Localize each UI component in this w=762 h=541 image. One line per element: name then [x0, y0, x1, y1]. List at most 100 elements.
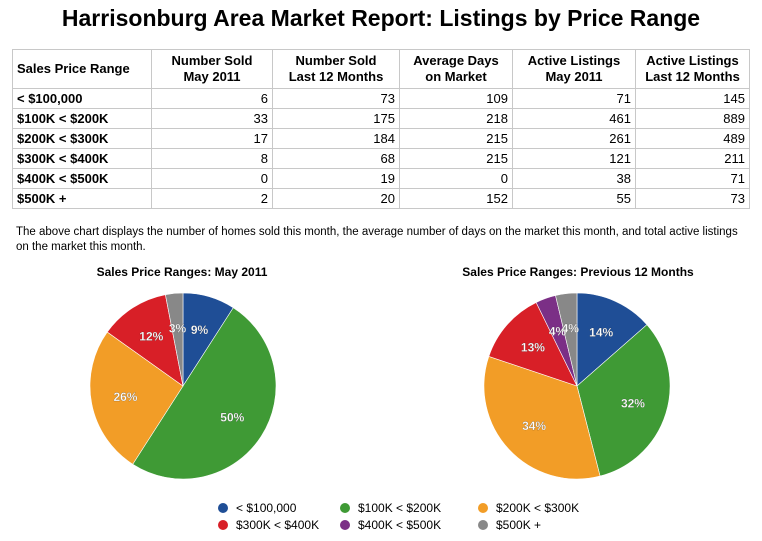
- header-sales-price-range: Sales Price Range: [12, 49, 152, 89]
- legend-label: $500K +: [496, 518, 542, 532]
- header-line: Last 12 Months: [645, 69, 740, 84]
- legend-swatch-icon: [218, 503, 228, 513]
- pie-title-12-months: Sales Price Ranges: Previous 12 Months: [462, 265, 694, 279]
- legend-swatch-icon: [340, 503, 350, 513]
- table-cell: $300K < $400K: [12, 148, 152, 169]
- table-cell: 218: [399, 108, 513, 129]
- legend-item: $100K < $200K: [340, 500, 478, 516]
- table-cell: $200K < $300K: [12, 128, 152, 149]
- pie-slice-300k-400k: [488, 302, 578, 387]
- table-cell: 33: [151, 108, 273, 129]
- header-active-listings-may: Active Listings May 2011: [512, 49, 636, 89]
- pie-label-500k: 4%: [562, 322, 580, 336]
- table-cell: 6: [151, 88, 273, 109]
- table-row: $200K < $300K 17 184 215 261 489: [12, 128, 750, 149]
- table-cell: $500K +: [12, 188, 152, 209]
- header-number-sold-may: Number Sold May 2011: [151, 49, 273, 89]
- pie-label-300k-400k: 13%: [521, 340, 545, 354]
- pie-label-300k-400k: 12%: [139, 330, 163, 344]
- table-cell: 175: [272, 108, 400, 129]
- pie-chart-12-months: 14% 32% 34% 13% 4%4%: [483, 292, 671, 480]
- listings-table: Sales Price Range Number Sold May 2011 Nu…: [12, 49, 750, 209]
- table-cell: 19: [272, 168, 400, 189]
- table-cell: 261: [512, 128, 636, 149]
- legend-item: $400K < $500K: [340, 517, 478, 533]
- pie-slice-200k-300k: [483, 356, 601, 480]
- table-cell: 121: [512, 148, 636, 169]
- table-row: $100K < $200K 33 175 218 461 889: [12, 108, 750, 129]
- table-cell: $400K < $500K: [12, 168, 152, 189]
- pie-title-may-2011: Sales Price Ranges: May 2011: [96, 265, 268, 279]
- table-cell: 889: [635, 108, 750, 129]
- table-row: $500K + 2 20 152 55 73: [12, 188, 750, 209]
- table-cell: 73: [272, 88, 400, 109]
- table-cell: 73: [635, 188, 750, 209]
- table-cell: 145: [635, 88, 750, 109]
- table-cell: 489: [635, 128, 750, 149]
- pie-label-100-000: 14%: [589, 326, 613, 340]
- table-cell: 184: [272, 128, 400, 149]
- pie-slice-100-000: [576, 292, 648, 387]
- legend-label: $300K < $400K: [236, 518, 320, 532]
- header-average-days: Average Days on Market: [399, 49, 513, 89]
- table-cell: 215: [399, 148, 513, 169]
- table-cell: 20: [272, 188, 400, 209]
- pie-slice-200k-300k: [89, 331, 184, 465]
- table-cell: 2: [151, 188, 273, 209]
- table-cell: 211: [635, 148, 750, 169]
- table-row: $400K < $500K 0 19 0 38 71: [12, 168, 750, 189]
- header-line: Active Listings: [527, 53, 621, 68]
- table-cell: 71: [512, 88, 636, 109]
- legend-label: $100K < $200K: [358, 501, 442, 515]
- legend-item: $500K +: [478, 517, 628, 533]
- table-cell: < $100,000: [12, 88, 152, 109]
- table-cell: 71: [635, 168, 750, 189]
- pie-label-100-000: 9%: [191, 323, 209, 337]
- legend-label: $200K < $300K: [496, 501, 580, 515]
- pie-label-500k: 3%: [169, 322, 187, 336]
- page-title: Harrisonburg Area Market Report: Listing…: [61, 5, 701, 31]
- header-line: Average Days: [413, 53, 499, 68]
- chart-description: The above chart displays the number of h…: [16, 226, 738, 253]
- legend-swatch-icon: [218, 520, 228, 530]
- table-cell: 461: [512, 108, 636, 129]
- pie-label-100k-200k: 32%: [621, 396, 645, 410]
- table-cell: 68: [272, 148, 400, 169]
- pie-slice-300k-400k: [106, 294, 184, 387]
- table-cell: 109: [399, 88, 513, 109]
- legend-swatch-icon: [478, 503, 488, 513]
- table-row: < $100,000 6 73 109 71 145: [12, 88, 750, 109]
- header-line: on Market: [425, 69, 487, 84]
- legend-swatch-icon: [478, 520, 488, 530]
- pie-label-200k-300k: 34%: [522, 419, 546, 433]
- header-number-sold-12-months: Number Sold Last 12 Months: [272, 49, 400, 89]
- legend-label: $400K < $500K: [358, 518, 442, 532]
- legend-swatch-icon: [340, 520, 350, 530]
- pie-slice-500k: [165, 292, 184, 387]
- table-cell: 8: [151, 148, 273, 169]
- pie-label-200k-300k: 26%: [113, 390, 137, 404]
- table-cell: 215: [399, 128, 513, 149]
- header-line: Sales Price Range: [17, 61, 130, 76]
- pie-slice-100k-200k: [132, 307, 277, 480]
- header-active-listings-12-months: Active Listings Last 12 Months: [635, 49, 750, 89]
- legend-label: < $100,000: [236, 501, 297, 515]
- table-cell: 0: [399, 168, 513, 189]
- legend-item: $200K < $300K: [478, 500, 628, 516]
- legend-item: < $100,000: [218, 500, 340, 516]
- header-line: Last 12 Months: [288, 69, 384, 84]
- table-row: $300K < $400K 8 68 215 121 211: [12, 148, 750, 169]
- pie-chart-may-2011: 9% 50% 26% 12% 3%: [89, 292, 277, 480]
- header-line: Active Listings: [646, 53, 739, 68]
- pie-label-400k-500k: 4%: [549, 325, 567, 339]
- pie-slice-100k-200k: [576, 324, 671, 477]
- legend-item: $300K < $400K: [218, 517, 340, 533]
- table-cell: 38: [512, 168, 636, 189]
- table-header-row: Sales Price Range Number Sold May 2011 Nu…: [12, 49, 750, 89]
- chart-legend: < $100,000 $100K < $200K $200K < $300K $…: [218, 500, 638, 533]
- header-line: May 2011: [183, 69, 241, 84]
- pie-label-100k-200k: 50%: [220, 411, 244, 425]
- header-line: Number Sold: [171, 53, 253, 68]
- table-cell: 152: [399, 188, 513, 209]
- table-cell: $100K < $200K: [12, 108, 152, 129]
